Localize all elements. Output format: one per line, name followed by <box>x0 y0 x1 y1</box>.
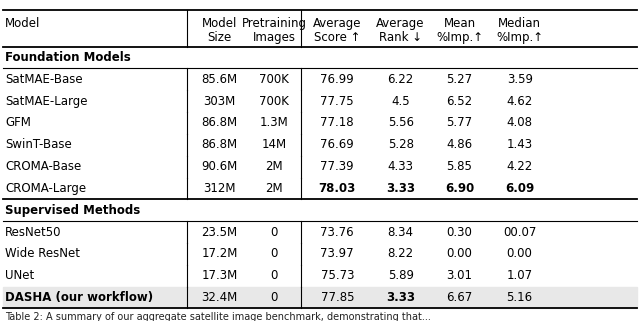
Text: 0: 0 <box>270 226 278 239</box>
Text: 1.07: 1.07 <box>507 269 532 282</box>
Text: 5.27: 5.27 <box>447 73 472 86</box>
Text: 86.8M: 86.8M <box>202 138 237 151</box>
Text: 2M: 2M <box>265 182 283 195</box>
Text: 6.90: 6.90 <box>445 182 474 195</box>
Text: Median: Median <box>498 17 541 30</box>
Text: Images: Images <box>252 31 296 44</box>
Text: 76.69: 76.69 <box>321 138 354 151</box>
Text: Pretraining: Pretraining <box>241 17 307 30</box>
Text: Score ↑: Score ↑ <box>314 31 360 44</box>
Text: Supervised Methods: Supervised Methods <box>5 204 140 217</box>
Text: 5.89: 5.89 <box>388 269 413 282</box>
Text: 76.99: 76.99 <box>321 73 354 86</box>
Text: 4.62: 4.62 <box>506 95 533 108</box>
Text: 0: 0 <box>270 247 278 260</box>
Text: 4.33: 4.33 <box>388 160 413 173</box>
Text: 4.86: 4.86 <box>447 138 472 151</box>
Text: 3.01: 3.01 <box>447 269 472 282</box>
Text: Model: Model <box>5 17 40 30</box>
Text: 700K: 700K <box>259 73 289 86</box>
Text: 303M: 303M <box>204 95 236 108</box>
Bar <box>3 287 637 308</box>
Text: 77.18: 77.18 <box>321 117 354 129</box>
Text: 5.16: 5.16 <box>507 291 532 304</box>
Text: Model: Model <box>202 17 237 30</box>
Text: 0: 0 <box>270 269 278 282</box>
Text: Rank ↓: Rank ↓ <box>379 31 422 44</box>
Text: 1.3M: 1.3M <box>260 117 288 129</box>
Text: 5.28: 5.28 <box>388 138 413 151</box>
Text: 8.34: 8.34 <box>388 226 413 239</box>
Text: Table 2: A summary of our aggregate satellite image benchmark, demonstrating tha: Table 2: A summary of our aggregate sate… <box>5 312 431 321</box>
Text: 312M: 312M <box>204 182 236 195</box>
Text: 73.76: 73.76 <box>321 226 354 239</box>
Text: CROMA-Large: CROMA-Large <box>5 182 86 195</box>
Text: 86.8M: 86.8M <box>202 117 237 129</box>
Text: ResNet50: ResNet50 <box>5 226 61 239</box>
Text: Average: Average <box>376 17 425 30</box>
Text: 90.6M: 90.6M <box>202 160 237 173</box>
Text: 14M: 14M <box>261 138 287 151</box>
Text: 0: 0 <box>270 291 278 304</box>
Text: 0.00: 0.00 <box>447 247 472 260</box>
Text: 6.09: 6.09 <box>505 182 534 195</box>
Text: SatMAE-Large: SatMAE-Large <box>5 95 88 108</box>
Text: 700K: 700K <box>259 95 289 108</box>
Text: 23.5M: 23.5M <box>202 226 237 239</box>
Text: 2M: 2M <box>265 160 283 173</box>
Text: Average: Average <box>313 17 362 30</box>
Text: 5.85: 5.85 <box>447 160 472 173</box>
Text: SatMAE-Base: SatMAE-Base <box>5 73 83 86</box>
Text: 4.5: 4.5 <box>391 95 410 108</box>
Text: 5.56: 5.56 <box>388 117 413 129</box>
Text: 1.43: 1.43 <box>507 138 532 151</box>
Text: 0.00: 0.00 <box>507 247 532 260</box>
Text: GFM: GFM <box>5 117 31 129</box>
Text: 5.77: 5.77 <box>447 117 472 129</box>
Text: 3.59: 3.59 <box>507 73 532 86</box>
Text: Size: Size <box>207 31 232 44</box>
Text: %Imp.↑: %Imp.↑ <box>436 31 483 44</box>
Text: UNet: UNet <box>5 269 35 282</box>
Text: 85.6M: 85.6M <box>202 73 237 86</box>
Text: Foundation Models: Foundation Models <box>5 51 131 64</box>
Text: 6.67: 6.67 <box>446 291 473 304</box>
Text: 3.33: 3.33 <box>386 182 415 195</box>
Text: 4.22: 4.22 <box>506 160 533 173</box>
Text: Wide ResNet: Wide ResNet <box>5 247 80 260</box>
Text: 3.33: 3.33 <box>386 291 415 304</box>
Text: 77.75: 77.75 <box>321 95 354 108</box>
Text: DASHA (our workflow): DASHA (our workflow) <box>5 291 153 304</box>
Text: 00.07: 00.07 <box>503 226 536 239</box>
Text: 75.73: 75.73 <box>321 269 354 282</box>
Text: 0.30: 0.30 <box>447 226 472 239</box>
Text: 78.03: 78.03 <box>319 182 356 195</box>
Text: 8.22: 8.22 <box>388 247 413 260</box>
Text: 77.39: 77.39 <box>321 160 354 173</box>
Text: SwinT-Base: SwinT-Base <box>5 138 72 151</box>
Text: 4.08: 4.08 <box>507 117 532 129</box>
Text: Mean: Mean <box>444 17 476 30</box>
Text: 73.97: 73.97 <box>321 247 354 260</box>
Text: 6.52: 6.52 <box>447 95 472 108</box>
Text: 17.3M: 17.3M <box>202 269 237 282</box>
Text: 6.22: 6.22 <box>387 73 414 86</box>
Text: 32.4M: 32.4M <box>202 291 237 304</box>
Text: CROMA-Base: CROMA-Base <box>5 160 81 173</box>
Text: 17.2M: 17.2M <box>202 247 237 260</box>
Text: 77.85: 77.85 <box>321 291 354 304</box>
Text: %Imp.↑: %Imp.↑ <box>496 31 543 44</box>
